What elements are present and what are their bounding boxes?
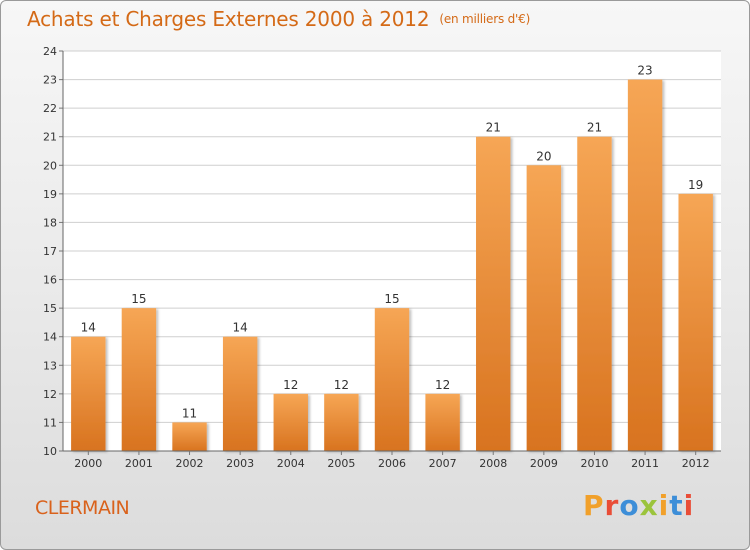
x-tick-label: 2006 <box>378 457 406 470</box>
bar-2006 <box>374 308 410 451</box>
data-label: 19 <box>688 178 703 192</box>
y-tick-label: 18 <box>43 216 57 229</box>
bar-2003 <box>222 336 258 451</box>
y-tick-label: 21 <box>43 131 57 144</box>
data-label: 14 <box>81 321 96 335</box>
data-label: 12 <box>283 378 298 392</box>
bars-layer: 14 15 11 14 12 12 15 12 21 20 21 23 19 <box>71 64 713 452</box>
bar-2008 <box>476 136 511 451</box>
bar-2012 <box>678 193 713 451</box>
y-tick-label: 22 <box>43 102 57 115</box>
x-tick-label: 2005 <box>327 457 355 470</box>
data-label: 14 <box>233 321 248 335</box>
y-tick-label: 15 <box>43 302 57 315</box>
y-tick-label: 13 <box>43 359 57 372</box>
proxiti-logo: Proxiti <box>583 489 694 522</box>
bar-2002 <box>172 422 207 451</box>
x-tick-label: 2010 <box>580 457 608 470</box>
bar-2005 <box>324 393 359 451</box>
logo-letter: i <box>658 489 670 522</box>
x-tick-label: 2003 <box>226 457 254 470</box>
bar-2001 <box>121 308 157 451</box>
y-tick-label: 23 <box>43 74 57 87</box>
x-tick-label: 2002 <box>176 457 204 470</box>
chart-title: Achats et Charges Externes 2000 à 2012 (e… <box>27 7 530 31</box>
x-tick-label: 2008 <box>479 457 507 470</box>
y-tick-label: 11 <box>43 416 57 429</box>
bar-2010 <box>577 136 612 451</box>
bar-2000 <box>71 336 106 451</box>
x-tick-label: 2007 <box>429 457 457 470</box>
axis-layer: 10 11 12 13 14 15 16 17 18 19 20 21 22 23 24 2000 2001 20… <box>43 45 721 470</box>
data-label: 15 <box>131 292 146 306</box>
x-tick-label: 2012 <box>682 457 710 470</box>
x-tick-label: 2004 <box>277 457 305 470</box>
x-tick-label: 2000 <box>74 457 102 470</box>
data-label: 11 <box>182 406 197 420</box>
y-tick-label: 14 <box>43 331 57 344</box>
y-tick-label: 10 <box>43 445 57 458</box>
logo-letter: i <box>683 489 695 522</box>
bar-2009 <box>526 165 562 452</box>
bar-2007 <box>425 393 460 451</box>
logo-letter: P <box>583 489 605 522</box>
y-tick-label: 17 <box>43 245 57 258</box>
x-tick-label: 2001 <box>125 457 153 470</box>
y-tick-label: 24 <box>43 45 57 58</box>
x-tick-label: 2009 <box>530 457 558 470</box>
data-label: 15 <box>384 292 399 306</box>
x-tick-label: 2011 <box>631 457 659 470</box>
bar-2011 <box>627 79 663 452</box>
logo-letter: t <box>669 489 684 522</box>
data-label: 20 <box>536 149 551 163</box>
data-label: 23 <box>637 64 652 78</box>
y-tick-label: 12 <box>43 388 57 401</box>
y-tick-label: 19 <box>43 188 57 201</box>
bar-2004 <box>273 393 308 451</box>
data-label: 12 <box>334 378 349 392</box>
chart-unit: (en milliers d'€) <box>439 12 531 26</box>
commune-name: CLERMAIN <box>35 497 130 519</box>
logo-letter: r <box>604 489 620 522</box>
logo-letter: x <box>639 489 659 522</box>
data-label: 21 <box>587 121 602 135</box>
data-label: 21 <box>486 121 501 135</box>
y-tick-label: 16 <box>43 274 57 287</box>
y-tick-label: 20 <box>43 159 57 172</box>
data-label: 12 <box>435 378 450 392</box>
logo-letter: o <box>619 489 640 522</box>
chart-title-text: Achats et Charges Externes 2000 à 2012 <box>27 7 430 31</box>
